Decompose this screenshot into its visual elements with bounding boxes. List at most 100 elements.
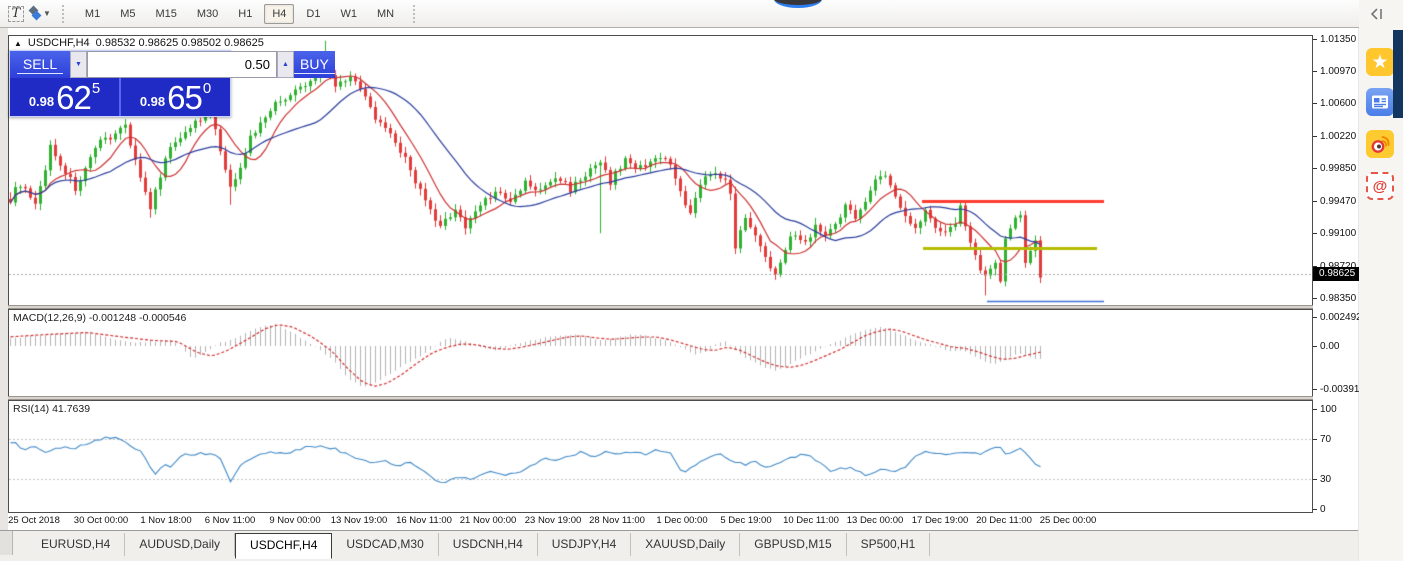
tab-audusd-daily[interactable]: AUDUSD,Daily xyxy=(125,533,236,556)
time-axis-label: 17 Dec 19:00 xyxy=(911,515,969,526)
axis-tick-label: 0.98720 xyxy=(1313,261,1356,272)
toolbar-grip[interactable] xyxy=(413,4,419,23)
tab-sp500-h1[interactable]: SP500,H1 xyxy=(847,533,931,556)
tf-button-h1[interactable]: H1 xyxy=(238,7,253,20)
buy-price-prefix: 0.98 xyxy=(139,94,166,109)
axis-tick-label: 70 xyxy=(1313,434,1331,445)
axis-tick-label: 0.00 xyxy=(1313,341,1339,352)
time-axis-label: 1 Dec 00:00 xyxy=(656,515,708,526)
tab-usdjpy-h4[interactable]: USDJPY,H4 xyxy=(538,533,632,556)
time-axis-label: 9 Nov 00:00 xyxy=(269,515,321,526)
sell-button-label: SELL xyxy=(16,56,64,74)
tab-scroll-button[interactable] xyxy=(0,531,13,555)
chevron-down-icon[interactable]: ▼ xyxy=(43,9,51,18)
chart-title: ▲ USDCHF,H4 0.98532 0.98625 0.98502 0.98… xyxy=(14,37,264,49)
text-tool-button[interactable]: T xyxy=(5,3,27,25)
tf-button-w1[interactable]: W1 xyxy=(340,7,357,20)
time-axis-label: 13 Nov 19:00 xyxy=(330,515,388,526)
axis-tick-label: 1.00220 xyxy=(1313,131,1356,142)
time-axis-label: 28 Nov 11:00 xyxy=(589,515,645,526)
tab-usdcad-m30[interactable]: USDCAD,M30 xyxy=(332,533,439,556)
tf-button-m30[interactable]: M30 xyxy=(196,7,219,20)
macd-chart-canvas[interactable] xyxy=(9,310,1312,397)
tf-button-h4[interactable]: H4 xyxy=(264,3,295,24)
chart-tabs: EURUSD,H4 AUDUSD,Daily USDCHF,H4 USDCAD,M30… xyxy=(27,531,931,559)
buy-price-point: 0 xyxy=(202,80,212,97)
time-axis-label: 1 Nov 18:00 xyxy=(140,515,192,526)
axis-tick-label: 1.00970 xyxy=(1313,66,1356,77)
symbol-period-label: USDCHF,H4 xyxy=(27,37,90,49)
time-axis-label: 30 Oct 00:00 xyxy=(73,515,129,526)
tab-usdcnh-h4[interactable]: USDCNH,H4 xyxy=(439,533,538,556)
macd-indicator-label: MACD(12,26,9) -0.001248 -0.000546 xyxy=(13,312,187,324)
collapse-triangle-icon[interactable]: ▲ xyxy=(14,38,22,48)
favorites-star-icon[interactable]: ★ xyxy=(1366,48,1394,76)
time-axis-label: 10 Dec 11:00 xyxy=(783,515,839,526)
browser-sidebar: ★ @ xyxy=(1359,0,1403,561)
buy-price-button[interactable]: 0.98 65 0 xyxy=(121,78,230,116)
timeframe-button-group: M1 M5 M15 M30 H1 H4 D1 W1 MN xyxy=(75,3,404,24)
axis-tick-label: 30 xyxy=(1313,474,1331,485)
tf-button-m15[interactable]: M15 xyxy=(155,7,177,20)
sell-price-button[interactable]: 0.98 62 5 xyxy=(10,78,121,116)
sell-price-prefix: 0.98 xyxy=(28,94,55,109)
buy-price-pips: 65 xyxy=(167,78,203,116)
axis-tick-label: 0.98350 xyxy=(1313,293,1356,304)
axis-tick-label: -0.003913 xyxy=(1313,384,1365,395)
sidebar-collapse-button[interactable] xyxy=(1368,5,1386,23)
tf-button-mn[interactable]: MN xyxy=(376,7,395,20)
axis-tick-label: 0.99850 xyxy=(1313,163,1356,174)
weibo-eye-icon xyxy=(1371,136,1390,153)
weibo-share-icon[interactable] xyxy=(1366,130,1394,158)
time-axis-label: 23 Nov 19:00 xyxy=(524,515,582,526)
ohlc-values: 0.98532 0.98625 0.98502 0.98625 xyxy=(95,37,264,49)
objects-tool-button[interactable]: ▼ xyxy=(28,3,52,25)
panel-splitter[interactable] xyxy=(8,396,1358,400)
rsi-indicator-label: RSI(14) 41.7639 xyxy=(13,403,91,415)
buy-button[interactable]: BUY xyxy=(294,51,335,78)
newspaper-icon xyxy=(1372,95,1388,109)
volume-decrease-button[interactable]: ▼ xyxy=(70,51,87,78)
camera-notch-overlay xyxy=(774,0,822,8)
sell-button[interactable]: SELL xyxy=(10,51,70,78)
tab-eurusd-h4[interactable]: EURUSD,H4 xyxy=(27,533,126,556)
tab-xauusd-daily[interactable]: XAUUSD,Daily xyxy=(631,533,741,556)
panel-splitter[interactable] xyxy=(8,305,1358,309)
axis-tick-label: 1.01350 xyxy=(1313,34,1356,45)
axis-tick-label: 0 xyxy=(1313,504,1326,515)
background-window-strip xyxy=(1393,30,1403,118)
rsi-chart-canvas[interactable] xyxy=(9,401,1312,512)
axis-tick-label: 0.99470 xyxy=(1313,196,1356,207)
time-axis-label: 21 Nov 00:00 xyxy=(459,515,517,526)
collapse-left-icon xyxy=(1370,8,1382,20)
time-axis-label: 25 Dec 00:00 xyxy=(1039,515,1097,526)
tf-button-m5[interactable]: M5 xyxy=(120,7,136,20)
price-axis[interactable]: 1.01350 1.00970 1.00600 1.00220 0.99850 0.994… xyxy=(1313,28,1365,533)
news-feed-icon[interactable] xyxy=(1366,88,1394,116)
toolbar: T ▼ M1 M5 M15 M30 H1 H4 D1 W1 MN xyxy=(0,0,1403,28)
time-axis-label: 6 Nov 11:00 xyxy=(204,515,256,526)
time-axis[interactable]: 25 Oct 2018 30 Oct 00:00 1 Nov 18:00 6 Nov … xyxy=(8,513,1313,530)
axis-tick-label: 100 xyxy=(1313,404,1337,415)
axis-tick-label: 0.002492 xyxy=(1313,312,1362,323)
tab-gbpusd-m15[interactable]: GBPUSD,M15 xyxy=(740,533,847,556)
text-tool-icon: T xyxy=(7,5,25,22)
objects-icon xyxy=(31,10,42,21)
tab-usdchf-h4[interactable]: USDCHF,H4 xyxy=(235,533,333,559)
mail-at-icon[interactable]: @ xyxy=(1366,172,1394,200)
chart-tab-bar: EURUSD,H4 AUDUSD,Daily USDCHF,H4 USDCAD,M30… xyxy=(0,530,1358,561)
volume-input[interactable] xyxy=(87,51,277,78)
volume-increase-button[interactable]: ▲ xyxy=(277,51,294,78)
rsi-plot xyxy=(8,400,1313,513)
time-axis-label: 13 Dec 00:00 xyxy=(846,515,904,526)
tf-button-d1[interactable]: D1 xyxy=(306,7,321,20)
tf-button-m1[interactable]: M1 xyxy=(84,7,101,20)
time-axis-label: 16 Nov 11:00 xyxy=(396,515,452,526)
axis-tick-label: 1.00600 xyxy=(1313,98,1356,109)
toolbar-grip[interactable] xyxy=(61,4,68,23)
chart-panel: ▲ USDCHF,H4 0.98532 0.98625 0.98502 0.98… xyxy=(0,28,1365,561)
time-axis-label: 20 Dec 11:00 xyxy=(976,515,1032,526)
axis-tick-label: 0.99100 xyxy=(1313,228,1356,239)
sell-price-point: 5 xyxy=(91,80,101,97)
